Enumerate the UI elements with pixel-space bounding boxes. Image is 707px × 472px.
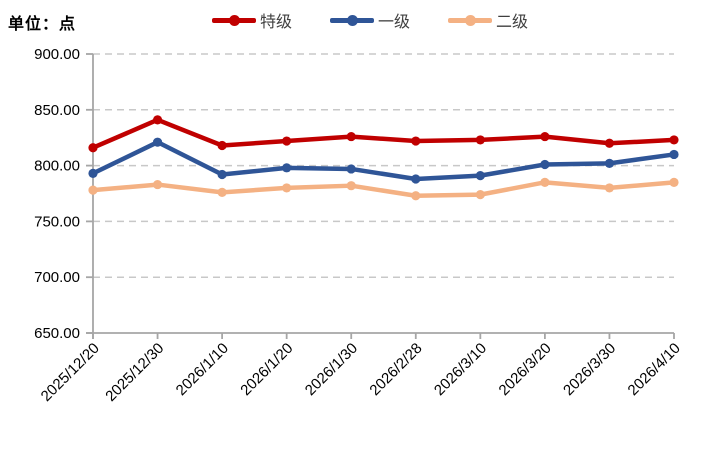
legend-label: 特级 bbox=[260, 14, 293, 31]
series-2-marker bbox=[152, 179, 163, 190]
legend-label: 二级 bbox=[496, 14, 529, 31]
series-0-marker bbox=[540, 131, 550, 142]
series-1-marker bbox=[346, 164, 356, 174]
x-axis-tick-label: 2025/12/30 bbox=[102, 340, 167, 405]
series-2-marker bbox=[540, 177, 550, 187]
y-axis-tick-label: 900.00 bbox=[34, 46, 80, 63]
series-0-marker bbox=[604, 138, 615, 148]
series-0-marker bbox=[88, 143, 98, 153]
unit-label: 单位：点 bbox=[8, 16, 77, 33]
y-axis-tick-label: 650.00 bbox=[34, 325, 80, 342]
series-1-marker bbox=[217, 169, 227, 180]
series-2-marker bbox=[475, 190, 485, 200]
series-1-marker bbox=[604, 158, 615, 168]
series-1-marker bbox=[282, 163, 292, 173]
series-0-marker bbox=[282, 136, 292, 146]
x-axis-tick-label: 2026/3/30 bbox=[560, 340, 619, 399]
series-0-marker bbox=[411, 136, 421, 146]
series-1-marker bbox=[669, 149, 679, 160]
series-line-1 bbox=[90, 139, 677, 182]
x-axis-tick-label: 2026/1/10 bbox=[173, 340, 232, 399]
y-axis-tick-label: 800.00 bbox=[34, 158, 80, 175]
series-2-marker bbox=[282, 183, 292, 193]
legend-item-1: 一级 bbox=[330, 8, 410, 32]
y-axis-tick-label: 700.00 bbox=[34, 269, 80, 286]
x-axis-tick-label: 2026/2/28 bbox=[366, 340, 425, 399]
y-axis-tick-label: 850.00 bbox=[34, 102, 80, 119]
series-1-marker bbox=[411, 174, 421, 184]
series-line-0 bbox=[90, 117, 677, 150]
legend-item-0: 特级 bbox=[212, 8, 292, 32]
series-0-marker bbox=[217, 140, 227, 151]
series-0-marker bbox=[669, 135, 679, 145]
series-1-marker bbox=[540, 159, 550, 170]
series-2-marker bbox=[88, 185, 98, 195]
x-axis-tick-label: 2026/1/30 bbox=[302, 340, 361, 399]
legend: 特级 一级 二级 bbox=[212, 8, 528, 32]
legend-line-marker-icon bbox=[330, 14, 375, 26]
x-axis-tick-label: 2025/12/20 bbox=[38, 340, 103, 405]
series-0-marker bbox=[346, 131, 356, 142]
series-0-marker bbox=[152, 115, 163, 125]
legend-item-2: 二级 bbox=[448, 8, 528, 32]
series-1-marker bbox=[475, 171, 485, 181]
y-axis-tick-label: 750.00 bbox=[34, 213, 80, 230]
legend-line-marker-icon bbox=[212, 14, 256, 26]
x-axis-tick-label: 2026/4/10 bbox=[625, 340, 684, 399]
series-2-marker bbox=[669, 177, 679, 187]
x-axis-tick-label: 2026/3/10 bbox=[431, 340, 490, 399]
series-1-marker bbox=[152, 137, 163, 147]
legend-line-marker-icon bbox=[448, 14, 493, 26]
series-line-2 bbox=[90, 180, 677, 198]
series-2-marker bbox=[217, 187, 227, 197]
series-0-marker bbox=[475, 135, 485, 145]
series-2-marker bbox=[411, 191, 421, 201]
x-axis-tick-label: 2026/1/20 bbox=[237, 340, 296, 399]
legend-label: 一级 bbox=[378, 14, 411, 31]
series-2-marker bbox=[346, 181, 356, 191]
series-2-marker bbox=[604, 183, 615, 193]
series-1-marker bbox=[88, 168, 98, 179]
x-axis-tick-label: 2026/3/20 bbox=[496, 340, 555, 399]
